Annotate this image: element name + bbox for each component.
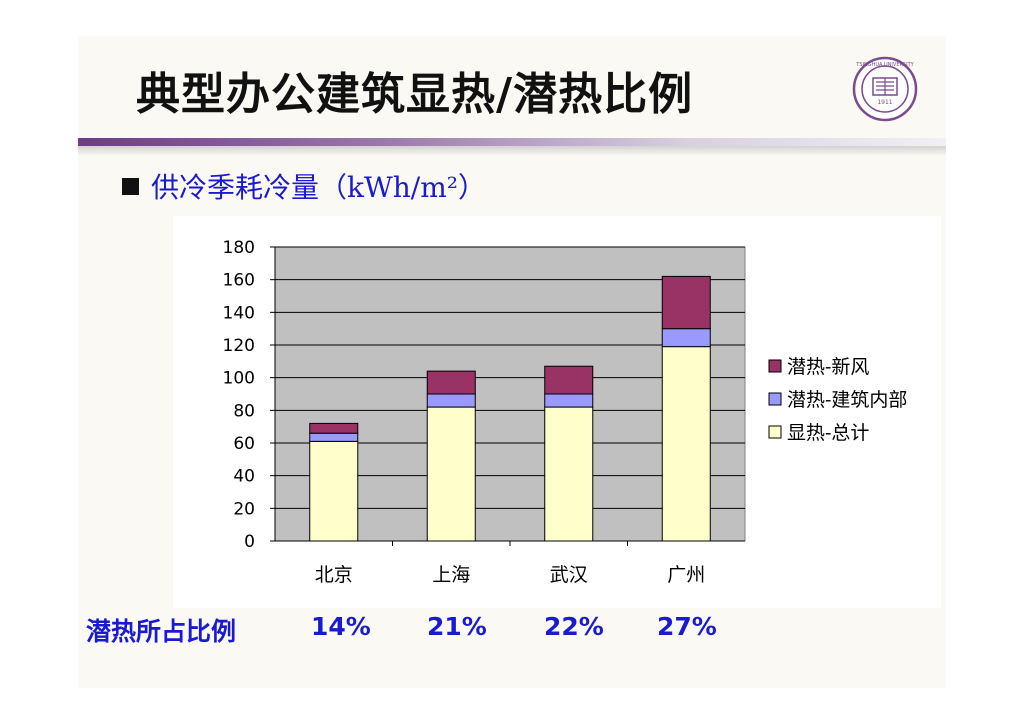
bar-segment — [661, 328, 711, 348]
x-category-label: 上海 — [432, 564, 470, 586]
x-category-label: 武汉 — [550, 564, 588, 586]
y-tick-label: 20 — [233, 499, 255, 519]
latent-ratio-label: 潜热所占比例 — [86, 617, 237, 646]
bar-segment — [309, 432, 359, 442]
bar-segment — [661, 346, 711, 542]
title-divider-shadow — [78, 146, 946, 156]
y-tick-label: 0 — [244, 532, 255, 552]
bar-segment — [661, 275, 711, 330]
legend-swatch — [768, 392, 782, 406]
y-tick-label: 80 — [233, 401, 255, 421]
x-category-label: 广州 — [667, 564, 705, 586]
svg-text:TSINGHUA UNIVERSITY: TSINGHUA UNIVERSITY — [855, 62, 914, 68]
y-tick-label: 160 — [223, 271, 255, 291]
page-title: 典型办公建筑显热/潜热比例 — [136, 69, 694, 120]
legend-entry: 潜热-新风 — [787, 356, 869, 378]
latent-ratio-guangzhou: 27% — [657, 612, 717, 641]
latent-ratio-shanghai: 21% — [427, 612, 487, 641]
svg-text:1911: 1911 — [877, 99, 892, 106]
tsinghua-seal-icon: 1911 TSINGHUA UNIVERSITY — [852, 56, 918, 122]
bar-segment — [544, 393, 594, 408]
bar-segment — [426, 370, 476, 395]
y-tick-label: 120 — [223, 336, 255, 356]
latent-ratio-wuhan: 22% — [544, 612, 604, 641]
bullet-row: 供冷季耗冷量（kWh/m²） — [122, 166, 486, 206]
bar-segment — [309, 422, 359, 434]
bullet-square-icon — [122, 177, 139, 195]
latent-ratio-beijing: 14% — [311, 612, 371, 641]
y-tick-label: 40 — [233, 467, 255, 487]
bar-segment — [544, 365, 594, 395]
y-tick-label: 100 — [223, 369, 255, 389]
legend-entry: 潜热-建筑内部 — [787, 389, 907, 411]
bar-segment — [426, 393, 476, 408]
legend-swatch — [768, 425, 782, 439]
bar-segment — [544, 406, 594, 542]
bar-segment — [426, 406, 476, 542]
y-tick-label: 60 — [233, 434, 255, 454]
chart-container: 0 20 40 60 80 100 120 140 160 180 北京 上海 武汉 广州 潜热-新风潜热… — [173, 216, 941, 608]
y-tick-label: 180 — [223, 238, 255, 258]
x-category-label: 北京 — [315, 564, 353, 586]
legend-entry: 显热-总计 — [787, 422, 869, 444]
chart-subtitle: 供冷季耗冷量（kWh/m²） — [151, 171, 486, 204]
bar-segment — [309, 440, 359, 542]
y-tick-label: 140 — [223, 303, 255, 323]
legend-swatch — [768, 359, 782, 373]
title-divider — [78, 138, 946, 146]
stacked-bar-chart: 0 20 40 60 80 100 120 140 160 180 北京 上海 武汉 广州 潜热-新风潜热… — [223, 238, 908, 586]
